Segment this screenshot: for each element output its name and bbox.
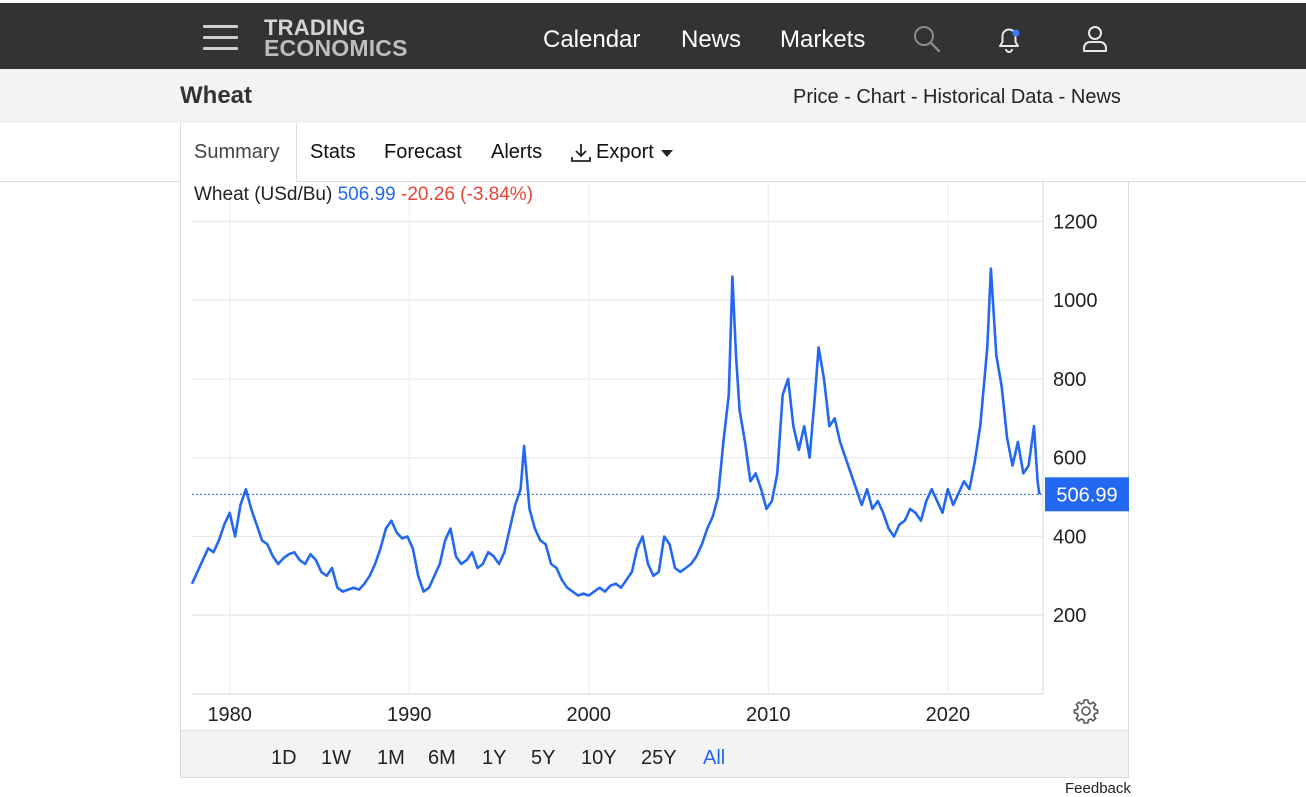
last-value-badge bbox=[1045, 477, 1129, 512]
link-separator: - bbox=[838, 86, 857, 108]
y-tick-label: 1200 bbox=[1053, 211, 1098, 233]
legend-label: Wheat (USd/Bu) bbox=[194, 184, 333, 205]
feedback-link[interactable]: Feedback bbox=[1065, 780, 1131, 797]
tabs-bar: Summary Stats Forecast Alerts Export bbox=[0, 123, 1306, 183]
menu-icon[interactable] bbox=[203, 25, 238, 51]
y-tick-label: 800 bbox=[1053, 369, 1086, 391]
y-tick-label: 1000 bbox=[1053, 290, 1098, 312]
top-edge-sliver bbox=[0, 0, 1306, 3]
range-10y[interactable]: 10Y bbox=[581, 747, 617, 769]
x-tick-label: 1990 bbox=[387, 704, 432, 726]
commodity-subheader: Wheat Price - Chart - Historical Data - … bbox=[0, 69, 1306, 123]
bell-icon[interactable] bbox=[994, 24, 1024, 54]
range-1y[interactable]: 1Y bbox=[482, 747, 507, 769]
logo-line-1: TRADING bbox=[264, 15, 366, 40]
link-chart[interactable]: Chart bbox=[856, 86, 906, 108]
range-25y[interactable]: 25Y bbox=[641, 747, 677, 769]
tab-alerts[interactable]: Alerts bbox=[491, 141, 543, 163]
x-tick-label: 2000 bbox=[567, 704, 612, 726]
y-tick-label: 200 bbox=[1053, 605, 1086, 627]
link-price[interactable]: Price bbox=[793, 86, 839, 108]
link-separator: - bbox=[905, 86, 924, 108]
link-historical-data[interactable]: Historical Data bbox=[923, 86, 1054, 108]
active-tab-box bbox=[180, 123, 297, 183]
user-icon[interactable] bbox=[1080, 24, 1110, 54]
tab-summary[interactable]: Summary bbox=[194, 141, 280, 163]
range-6m[interactable]: 6M bbox=[428, 747, 456, 769]
logo-line-2: ECONOMICS bbox=[264, 35, 408, 61]
range-all[interactable]: All bbox=[703, 747, 726, 769]
link-news[interactable]: News bbox=[1070, 86, 1121, 108]
nav-news[interactable]: News bbox=[681, 26, 742, 53]
last-value-badge-label: 506.99 bbox=[1056, 484, 1117, 506]
page-links: Price - Chart - Historical Data - News bbox=[793, 86, 1121, 109]
nav-markets[interactable]: Markets bbox=[780, 26, 866, 53]
x-tick-label: 2010 bbox=[746, 704, 791, 726]
page-title: Wheat bbox=[180, 82, 252, 109]
caret-down-icon[interactable] bbox=[661, 150, 673, 158]
chart-legend: Wheat (USd/Bu) 506.99 -20.26 (-3.84%) bbox=[194, 184, 533, 206]
range-1m[interactable]: 1M bbox=[377, 747, 405, 769]
top-navigation-bar: TRADING ECONOMICS Calendar News Markets bbox=[0, 0, 1306, 69]
legend-change: -20.26 (-3.84%) bbox=[401, 184, 534, 205]
tab-stats[interactable]: Stats bbox=[310, 141, 356, 163]
tab-export[interactable]: Export bbox=[596, 141, 654, 163]
settings-gear-icon[interactable] bbox=[1073, 698, 1099, 724]
series-line bbox=[190, 267, 1041, 597]
search-icon[interactable] bbox=[912, 24, 942, 54]
y-tick-label: 600 bbox=[1053, 448, 1086, 470]
x-tick-label: 1980 bbox=[207, 704, 252, 726]
range-1w[interactable]: 1W bbox=[321, 747, 351, 769]
x-tick-label: 2020 bbox=[926, 704, 971, 726]
legend-value: 506.99 bbox=[337, 184, 396, 205]
trading-economics-logo[interactable]: TRADING ECONOMICS bbox=[264, 15, 408, 61]
range-1d[interactable]: 1D bbox=[271, 747, 297, 769]
link-separator: - bbox=[1053, 86, 1071, 108]
range-5y[interactable]: 5Y bbox=[531, 747, 556, 769]
download-icon[interactable] bbox=[570, 142, 592, 164]
price-chart[interactable]: 200 400 600 800 1000 1200 1980 1990 2000 2010 2020… bbox=[180, 182, 1129, 730]
y-tick-label: 400 bbox=[1053, 526, 1086, 548]
tab-forecast[interactable]: Forecast bbox=[384, 141, 462, 163]
time-range-bar: 1D 1W 1M 6M 1Y 5Y 10Y 25Y All bbox=[181, 730, 1128, 777]
nav-calendar[interactable]: Calendar bbox=[543, 26, 641, 53]
